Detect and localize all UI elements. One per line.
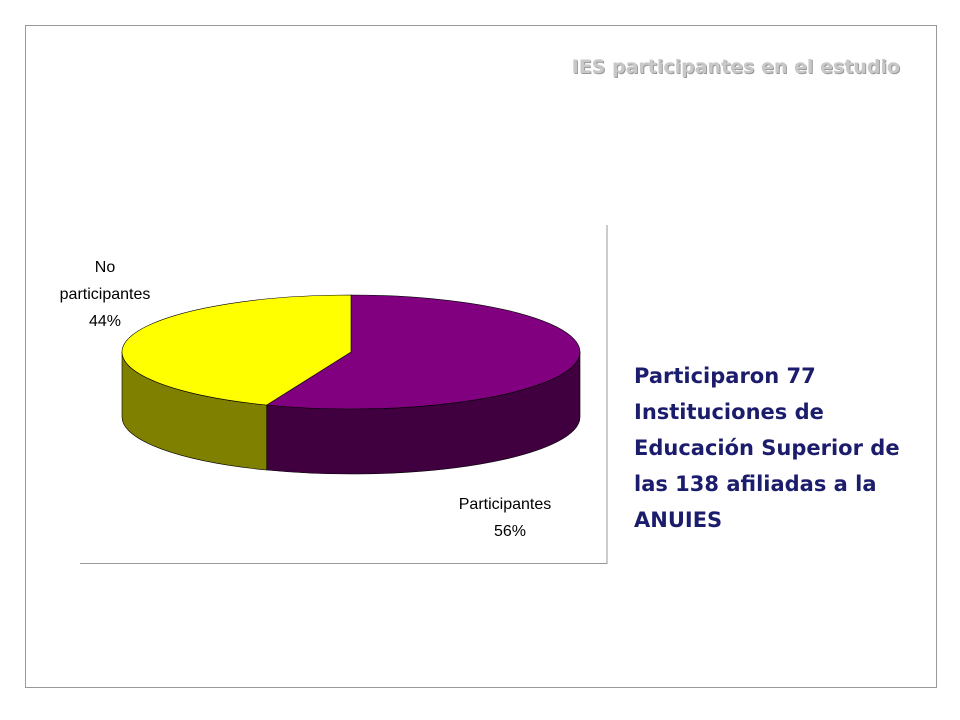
slice-label: No participantes 44% [30,254,180,335]
slide-border [25,25,937,688]
value-label: 56% [493,523,527,540]
annotation: Participaron 77 Instituciones de Educaci… [634,364,900,532]
category-label: Participantes [458,496,552,513]
value-label: 44% [88,313,122,330]
chart-title: IES participantes en el estudio [571,56,900,78]
slice [265,294,581,410]
slice-label: Participantes 56% [430,491,580,545]
slice [121,294,352,406]
category-label: No participantes [59,259,151,303]
pie [121,294,581,475]
